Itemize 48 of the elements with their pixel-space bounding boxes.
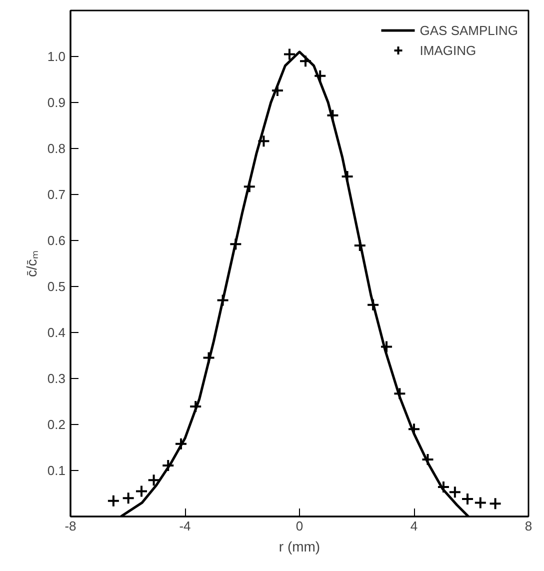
point bbox=[242, 180, 256, 194]
point bbox=[299, 54, 312, 68]
point bbox=[380, 340, 394, 354]
y-axis-title: c̄/c̄ₘ bbox=[23, 250, 40, 277]
point bbox=[448, 486, 462, 499]
point bbox=[393, 387, 406, 400]
x-tick-label: 0 bbox=[296, 518, 304, 534]
y-tick-label: 0.4 bbox=[47, 325, 66, 340]
point bbox=[314, 69, 327, 82]
y-tick-label: 0.8 bbox=[47, 141, 66, 156]
point bbox=[474, 496, 487, 510]
legend-label: IMAGING bbox=[420, 42, 476, 58]
y-tick-label: 0.1 bbox=[47, 463, 66, 478]
point bbox=[326, 108, 340, 122]
point bbox=[122, 492, 135, 505]
point bbox=[270, 84, 284, 98]
point bbox=[488, 497, 502, 510]
point bbox=[421, 452, 434, 466]
point bbox=[202, 351, 216, 364]
x-tick-label: -4 bbox=[179, 518, 191, 534]
point bbox=[229, 238, 242, 251]
point bbox=[366, 298, 380, 312]
point bbox=[162, 458, 175, 472]
point bbox=[134, 484, 148, 498]
y-tick-label: 0.2 bbox=[47, 417, 66, 432]
point bbox=[174, 437, 188, 450]
point bbox=[189, 400, 202, 414]
point bbox=[282, 48, 296, 61]
point bbox=[461, 492, 474, 506]
y-tick-label: 0.5 bbox=[47, 279, 66, 294]
x-tick-label: 8 bbox=[524, 518, 532, 534]
point bbox=[408, 422, 420, 436]
x-tick-label: -8 bbox=[64, 518, 76, 534]
legend-label: GAS SAMPLING bbox=[420, 22, 518, 38]
y-tick-label: 0.6 bbox=[47, 233, 66, 248]
point bbox=[216, 294, 230, 307]
point bbox=[106, 494, 120, 508]
point bbox=[147, 474, 160, 487]
x-axis-title: r (mm) bbox=[278, 538, 320, 554]
y-tick-label: 1.0 bbox=[47, 49, 66, 64]
point bbox=[353, 239, 366, 252]
point bbox=[436, 480, 450, 494]
point bbox=[257, 134, 270, 148]
x-tick-label: 4 bbox=[410, 518, 418, 534]
y-tick-label: 0.9 bbox=[47, 95, 66, 110]
y-tick-label: 0.3 bbox=[47, 371, 66, 386]
point bbox=[340, 170, 354, 184]
y-tick-label: 0.7 bbox=[47, 187, 66, 202]
